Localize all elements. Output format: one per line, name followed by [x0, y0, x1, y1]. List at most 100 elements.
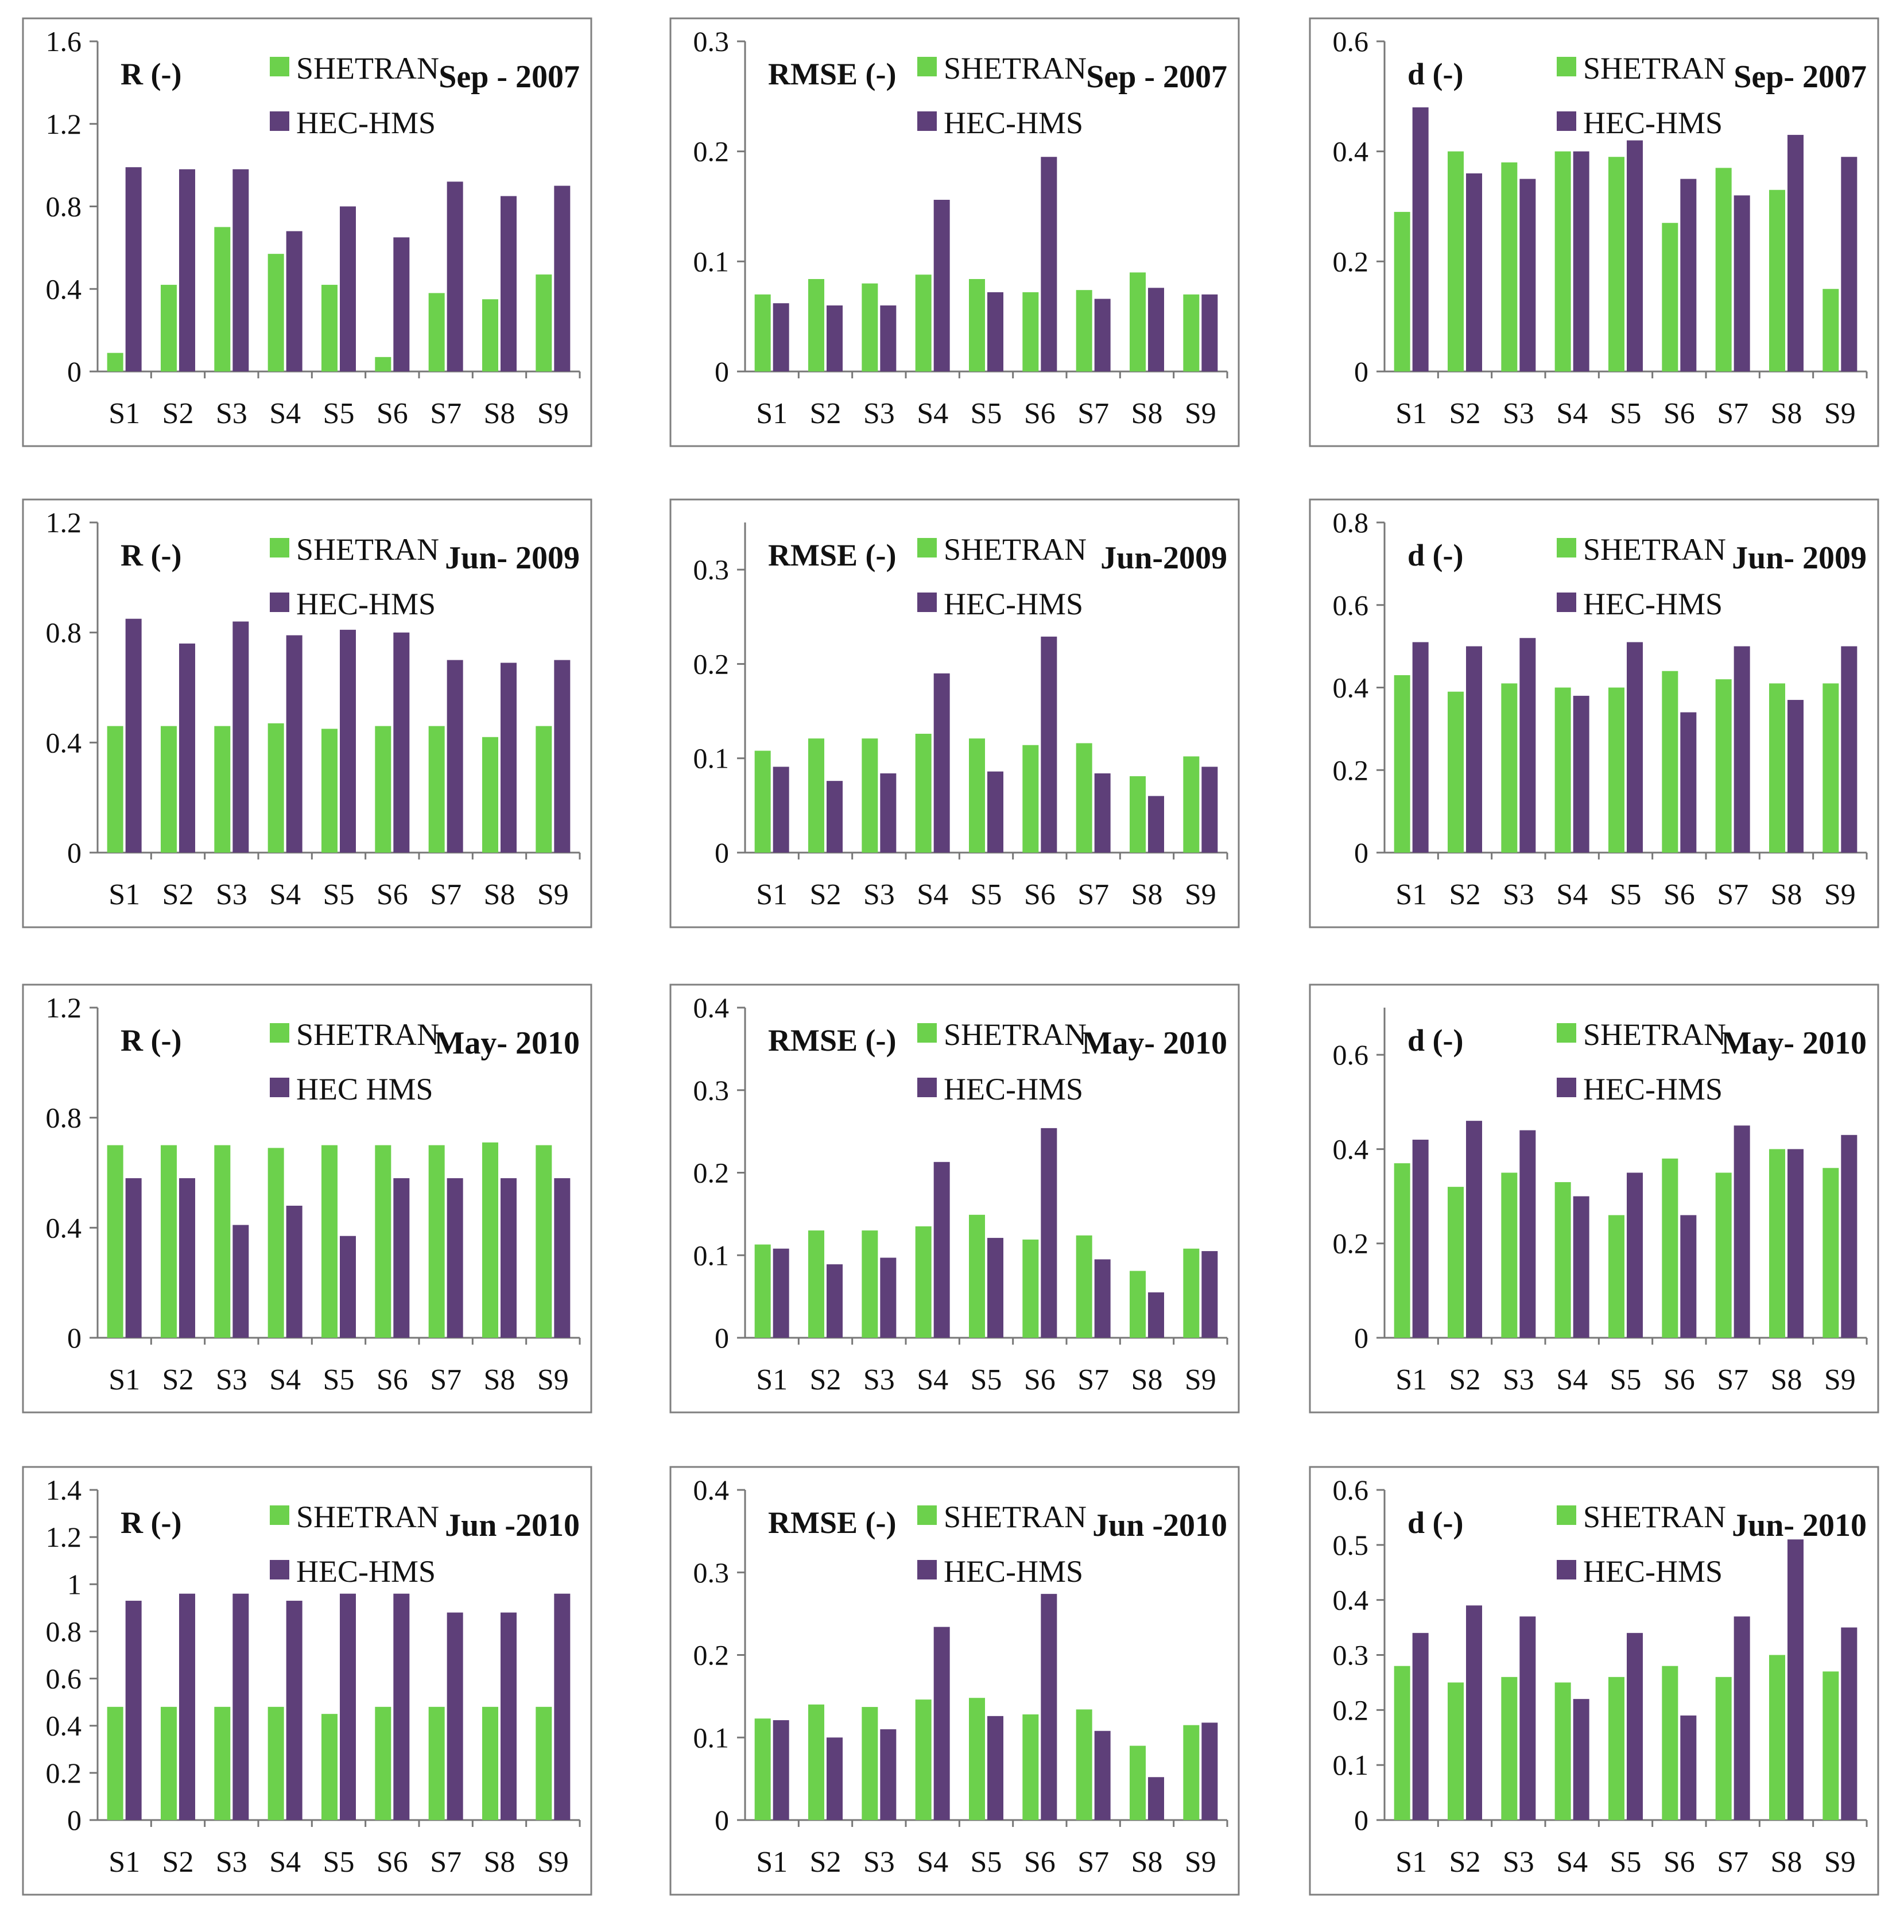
- bar-hec-hms: [827, 1264, 843, 1338]
- x-tick-label: S5: [323, 878, 355, 911]
- legend-label-hec-hms: HEC-HMS: [944, 1554, 1083, 1589]
- bar-shetran: [1554, 687, 1571, 853]
- legend-label-shetran: SHETRAN: [1583, 1017, 1726, 1052]
- legend-label-hec-hms: HEC-HMS: [944, 587, 1083, 621]
- bar-hec-hms: [1787, 1149, 1804, 1338]
- x-tick-label: S6: [1024, 397, 1056, 430]
- x-tick-label: S7: [1077, 1846, 1109, 1879]
- y-tick-label: 0.6: [1333, 1039, 1369, 1071]
- x-tick-label: S6: [1663, 397, 1695, 430]
- bar-shetran: [969, 738, 985, 853]
- y-tick-label: 0.3: [1333, 1639, 1369, 1671]
- x-tick-label: S9: [1185, 878, 1216, 911]
- x-tick-label: S6: [1024, 1846, 1056, 1879]
- bar-shetran: [107, 353, 123, 371]
- bar-hec-hms: [1201, 766, 1218, 853]
- bar-hec-hms: [987, 771, 1003, 853]
- bar-shetran: [1183, 294, 1200, 371]
- x-tick-label: S2: [1449, 1364, 1481, 1396]
- legend-swatch-shetran: [1557, 538, 1576, 557]
- bar-shetran: [1554, 151, 1571, 371]
- bar-hec-hms: [1841, 1627, 1858, 1820]
- bar-hec-hms: [286, 1601, 303, 1820]
- bar-shetran: [1448, 691, 1464, 853]
- period-label: May- 2010: [1721, 1025, 1867, 1061]
- bar-hec-hms: [827, 305, 843, 371]
- y-tick-label: 0.2: [1333, 1694, 1369, 1726]
- y-tick-label: 0: [1354, 1322, 1368, 1354]
- bar-hec-hms: [1466, 173, 1482, 371]
- bar-hec-hms: [1412, 1633, 1429, 1820]
- legend-label-hec-hms: HEC-HMS: [1583, 1554, 1723, 1589]
- bar-hec-hms: [880, 305, 897, 371]
- y-tick-label: 0: [1354, 1804, 1368, 1836]
- x-tick-label: S1: [108, 1364, 140, 1396]
- chart-frame: [669, 1466, 1240, 1896]
- y-tick-label: 0.6: [1333, 25, 1369, 57]
- x-tick-label: S4: [269, 878, 301, 911]
- bar-shetran: [1822, 1671, 1839, 1820]
- bar-shetran: [1662, 223, 1678, 371]
- bar-hec-hms: [987, 1716, 1003, 1820]
- bar-hec-hms: [232, 169, 249, 371]
- period-label: Jun-2009: [1100, 540, 1227, 576]
- bar-shetran: [161, 1145, 177, 1338]
- bar-hec-hms: [933, 1627, 950, 1820]
- y-tick-label: 0.3: [693, 1074, 730, 1106]
- bar-shetran: [536, 1706, 552, 1820]
- legend-label-shetran: SHETRAN: [1583, 1500, 1726, 1534]
- bar-shetran: [1554, 1682, 1571, 1820]
- x-tick-label: S3: [863, 1364, 895, 1396]
- bar-hec-hms: [1573, 1196, 1589, 1338]
- metric-label: R (-): [121, 1023, 181, 1058]
- bar-shetran: [1448, 1682, 1464, 1820]
- bar-shetran: [267, 1148, 284, 1338]
- x-tick-label: S7: [430, 1846, 462, 1879]
- period-label: Sep - 2007: [1086, 59, 1227, 95]
- legend-swatch-hec-hms: [1557, 111, 1576, 131]
- x-tick-label: S8: [484, 878, 515, 911]
- x-tick-label: S2: [1449, 878, 1481, 911]
- bar-hec-hms: [1519, 179, 1536, 371]
- bar-shetran: [428, 726, 445, 853]
- x-tick-label: S1: [108, 397, 140, 430]
- bar-hec-hms: [1041, 157, 1057, 371]
- bar-shetran: [915, 734, 932, 853]
- y-tick-label: 1.4: [46, 1474, 82, 1506]
- bar-shetran: [482, 1142, 498, 1338]
- x-tick-label: S6: [377, 397, 408, 430]
- legend-label-hec-hms: HEC-HMS: [1583, 1072, 1723, 1106]
- chart-panel-3: 0 0.2 0.4 0.6 S1 S2 S3 S4 S5 S6 S7 S8 S9 d (-) SHETRAN…: [1309, 17, 1879, 447]
- bar-shetran: [267, 254, 284, 371]
- legend-swatch-hec-hms: [270, 111, 289, 131]
- bar-shetran: [808, 1704, 824, 1820]
- x-tick-label: S4: [1556, 1846, 1588, 1879]
- bar-shetran: [321, 1714, 338, 1820]
- bar-hec-hms: [933, 200, 950, 371]
- bar-shetran: [862, 738, 878, 853]
- bar-shetran: [536, 726, 552, 853]
- bar-hec-hms: [554, 185, 571, 371]
- x-tick-label: S2: [162, 1364, 194, 1396]
- y-tick-label: 0.4: [1333, 135, 1369, 168]
- bar-hec-hms: [1573, 151, 1589, 371]
- x-tick-label: S8: [1771, 1846, 1802, 1879]
- bar-shetran: [808, 1230, 824, 1338]
- legend-swatch-hec-hms: [270, 1560, 289, 1579]
- bar-hec-hms: [1466, 1121, 1482, 1338]
- chart-panel-4: 0 0.4 0.8 1.2 S1 S2 S3 S4 S5 S6 S7 S8 S9 R (-) SHETRAN…: [22, 498, 592, 928]
- bar-shetran: [161, 726, 177, 853]
- bar-hec-hms: [1841, 646, 1858, 853]
- bar-shetran: [107, 1706, 123, 1820]
- bar-hec-hms: [554, 1593, 571, 1820]
- bar-shetran: [915, 1699, 932, 1820]
- x-tick-label: S6: [1663, 878, 1695, 911]
- x-tick-label: S9: [1185, 1364, 1216, 1396]
- chart-panel-6: 0 0.2 0.4 0.6 0.8 S1 S2 S3 S4 S5 S6 S7 S8 S9 d (-) SHET…: [1309, 498, 1879, 928]
- bar-hec-hms: [554, 660, 571, 853]
- bar-shetran: [1662, 1666, 1678, 1820]
- bar-shetran: [321, 729, 338, 853]
- x-tick-label: S9: [537, 878, 569, 911]
- x-tick-label: S3: [216, 397, 247, 430]
- y-tick-label: 0.4: [693, 992, 730, 1024]
